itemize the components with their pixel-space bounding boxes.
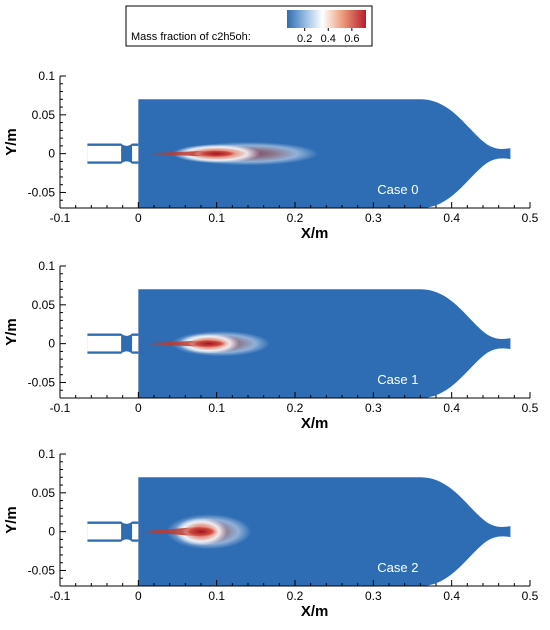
axes: -0.1 0 0.1 0.2 0.3 0.4 0.5 -0.05 0 0.05 0.1 bbox=[28, 447, 539, 603]
y-axis-label: Y/m bbox=[3, 318, 20, 346]
y-tick-label: 0 bbox=[48, 147, 55, 161]
combustor-domain bbox=[138, 289, 511, 398]
plume-core bbox=[182, 525, 220, 538]
x-axis-label: X/m bbox=[301, 225, 329, 242]
x-tick-label: 0.4 bbox=[443, 589, 460, 603]
colorbar bbox=[287, 10, 366, 28]
y-tick-label: 0.1 bbox=[38, 69, 55, 83]
fuel-plume bbox=[138, 514, 252, 550]
legend-label: Mass fraction of c2h5oh: bbox=[131, 31, 251, 43]
y-tick-label: 0.05 bbox=[32, 108, 56, 122]
axes: -0.1 0 0.1 0.2 0.3 0.4 0.5 -0.05 0 0.05 0.1 bbox=[28, 259, 539, 415]
y-tick-label: -0.05 bbox=[28, 375, 56, 389]
y-tick-label: 0.05 bbox=[32, 298, 56, 312]
x-axis-label: X/m bbox=[301, 415, 329, 432]
x-tick-label: 0 bbox=[135, 211, 142, 225]
legend-tick-label: 0.6 bbox=[344, 33, 359, 45]
x-tick-label: -0.1 bbox=[50, 401, 71, 415]
inlet-wall bbox=[87, 523, 122, 540]
y-tick-label: 0 bbox=[48, 525, 55, 539]
case-annotation: Case 0 bbox=[377, 182, 418, 197]
y-tick-label: -0.05 bbox=[28, 185, 56, 199]
inlet-wall bbox=[132, 523, 139, 540]
x-tick-label: 0.5 bbox=[522, 211, 539, 225]
x-tick-label: 0.2 bbox=[287, 589, 304, 603]
x-tick-label: 0.5 bbox=[522, 401, 539, 415]
panel-case-1: -0.1 0 0.1 0.2 0.3 0.4 0.5 -0.05 0 0.05 0.1 X/m Y/m C… bbox=[3, 259, 539, 432]
x-tick-label: 0.3 bbox=[365, 589, 382, 603]
x-tick-label: 0.5 bbox=[522, 589, 539, 603]
plume-core bbox=[193, 149, 241, 158]
axes: -0.1 0 0.1 0.2 0.3 0.4 0.5 -0.05 0 0.05 0.1 bbox=[28, 69, 539, 225]
plume-core bbox=[187, 339, 230, 349]
x-tick-label: 0 bbox=[135, 589, 142, 603]
combustor-domain bbox=[138, 477, 511, 586]
inlet-wall bbox=[132, 145, 139, 162]
x-tick-label: 0.3 bbox=[365, 401, 382, 415]
x-tick-label: 0.2 bbox=[287, 211, 304, 225]
inlet-wall bbox=[87, 145, 122, 162]
inlet-wall bbox=[132, 335, 139, 352]
y-axis-label: Y/m bbox=[3, 506, 20, 534]
x-tick-label: -0.1 bbox=[50, 211, 71, 225]
x-tick-label: 0.2 bbox=[287, 401, 304, 415]
x-tick-label: 0.1 bbox=[208, 401, 225, 415]
inlet-wall bbox=[87, 335, 122, 352]
x-tick-label: 0.1 bbox=[208, 589, 225, 603]
case-annotation: Case 2 bbox=[377, 560, 418, 575]
y-axis-label: Y/m bbox=[3, 128, 20, 156]
fuel-plume bbox=[138, 142, 319, 166]
panel-case-2: -0.1 0 0.1 0.2 0.3 0.4 0.5 -0.05 0 0.05 0.1 X/m Y/m C… bbox=[3, 447, 539, 620]
x-tick-label: 0.4 bbox=[443, 401, 460, 415]
panel-case-0: -0.1 0 0.1 0.2 0.3 0.4 0.5 -0.05 0 0.05 0.1 X/m Y/m C… bbox=[3, 69, 539, 242]
x-tick-label: -0.1 bbox=[50, 589, 71, 603]
x-tick-label: 0.4 bbox=[443, 211, 460, 225]
y-tick-label: -0.05 bbox=[28, 563, 56, 577]
x-axis-label: X/m bbox=[301, 603, 329, 620]
fuel-plume bbox=[138, 331, 270, 357]
legend-tick-label: 0.4 bbox=[321, 33, 336, 45]
colorbar-legend: Mass fraction of c2h5oh: 0.2 0.4 0.6 bbox=[125, 5, 373, 47]
legend-tick-label: 0.2 bbox=[297, 33, 312, 45]
x-tick-label: 0 bbox=[135, 401, 142, 415]
case-annotation: Case 1 bbox=[377, 372, 418, 387]
x-tick-label: 0.1 bbox=[208, 211, 225, 225]
y-tick-label: 0.1 bbox=[38, 447, 55, 461]
y-tick-label: 0.05 bbox=[32, 486, 56, 500]
y-tick-label: 0 bbox=[48, 337, 55, 351]
x-tick-label: 0.3 bbox=[365, 211, 382, 225]
y-tick-label: 0.1 bbox=[38, 259, 55, 273]
combustor-domain bbox=[138, 99, 511, 208]
